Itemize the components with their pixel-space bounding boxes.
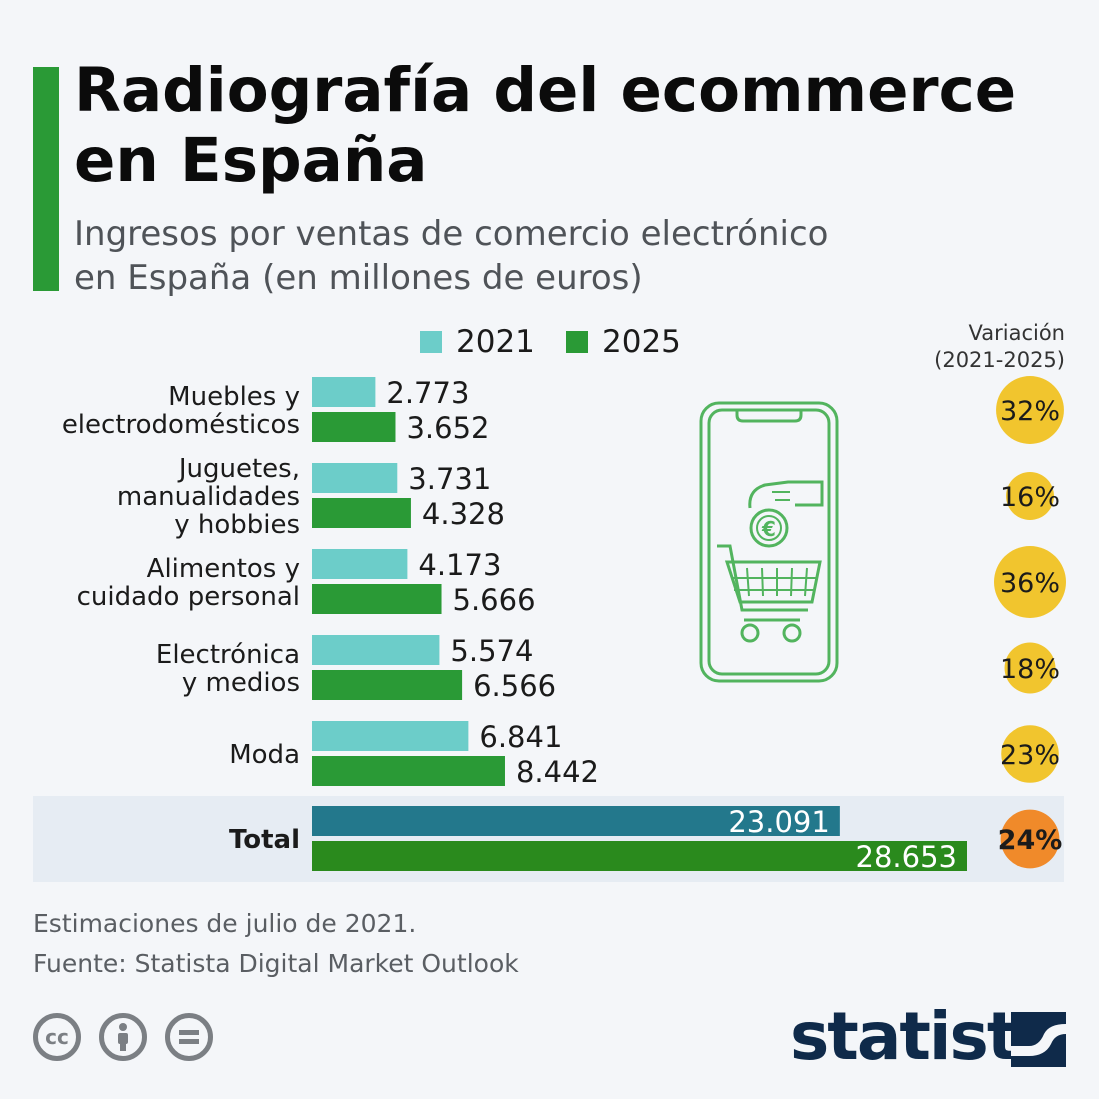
note-estimation: Estimaciones de julio de 2021.	[33, 909, 417, 938]
category-2-bar-2021	[312, 463, 398, 493]
category-1-variation-bubble	[996, 376, 1064, 444]
total-bar-2021	[312, 806, 840, 836]
category-5-bar-2025	[312, 756, 505, 786]
chart-subtitle: Ingresos por ventas de comercio electrón…	[74, 214, 829, 298]
category-5-label-line: Moda	[229, 740, 300, 770]
chart-title: Radiografía del ecommerce en España	[74, 55, 1017, 196]
equals-icon[interactable]	[165, 1013, 213, 1061]
equals-glyph	[179, 1030, 199, 1044]
category-2-variation-label: 16%	[1000, 482, 1060, 513]
legend-item-2025: 2025	[566, 322, 681, 362]
category-5-value-2021: 6.841	[479, 720, 562, 754]
category-2-label-line: manualidades	[117, 482, 300, 512]
category-3-value-2021: 4.173	[418, 548, 501, 582]
accent-bar	[33, 67, 59, 291]
total-value-2021: 23.091	[728, 805, 829, 839]
person-icon[interactable]	[99, 1013, 147, 1061]
category-1-label-line: Muebles y	[168, 382, 300, 412]
category-4-bar-2025	[312, 670, 463, 700]
category-1-label: Muebles y electrodomésticos	[62, 382, 300, 440]
category-3-bar-2025	[312, 584, 442, 614]
total-variation-label: 24%	[998, 825, 1063, 856]
category-4-value-2021: 5.574	[450, 634, 533, 668]
note-source: Fuente: Statista Digital Market Outlook	[33, 949, 519, 978]
total-value-2025: 28.653	[856, 840, 957, 874]
category-1-bar-2025	[312, 412, 396, 442]
category-2-variation-bubble	[1006, 472, 1054, 520]
variation-header: Variación (2021-2025)	[905, 320, 1065, 374]
total-label: Total	[229, 825, 300, 855]
category-1-bar-2021	[312, 377, 376, 407]
category-5-variation-bubble	[1001, 725, 1059, 783]
category-2-value-2025: 4.328	[422, 497, 505, 531]
phone-cart-icon: €	[699, 401, 839, 683]
category-4-value-2025: 6.566	[473, 669, 556, 703]
category-2-label-line: y hobbies	[174, 510, 300, 540]
category-1-variation-label: 32%	[1000, 396, 1060, 427]
category-1-label-line: electrodomésticos	[62, 410, 300, 440]
category-5-bar-2021	[312, 721, 469, 751]
legend-item-2021: 2021	[420, 322, 535, 362]
category-2-label: Juguetes, manualidades y hobbies	[117, 454, 300, 540]
category-1-value-2021: 2.773	[386, 376, 469, 410]
total-variation-bubble	[1000, 809, 1060, 869]
total-label-line: Total	[229, 825, 300, 855]
category-2-value-2021: 3.731	[408, 462, 491, 496]
category-3-label-line: cuidado personal	[77, 582, 300, 612]
category-5-value-2025: 8.442	[516, 755, 599, 789]
category-3-variation-label: 36%	[1000, 568, 1060, 599]
legend-label-2021: 2021	[456, 324, 535, 360]
category-3-label-line: Alimentos y	[147, 554, 300, 584]
cc-icon[interactable]: cc	[33, 1013, 81, 1061]
category-5-variation-label: 23%	[1000, 740, 1060, 771]
variation-header-line2: (2021-2025)	[934, 348, 1065, 372]
legend-label-2025: 2025	[602, 324, 681, 360]
notes: Estimaciones de julio de 2021. Fuente: S…	[33, 904, 519, 984]
category-3-variation-bubble	[994, 546, 1066, 618]
category-4-label: Electrónica y medios	[156, 640, 300, 698]
category-1-value-2025: 3.652	[406, 411, 489, 445]
statista-logo-icon[interactable]	[1011, 1012, 1066, 1067]
category-4-bar-2021	[312, 635, 440, 665]
category-2-label-line: Juguetes,	[177, 454, 300, 484]
person-glyph	[118, 1023, 128, 1051]
category-4-variation-label: 18%	[1000, 654, 1060, 685]
svg-text:€: €	[761, 517, 776, 541]
legend-swatch-2025	[566, 331, 588, 353]
total-bar-2025	[312, 841, 967, 871]
category-2-bar-2025	[312, 498, 411, 528]
category-3-label: Alimentos y cuidado personal	[77, 554, 300, 612]
category-4-label-line: Electrónica	[156, 640, 300, 670]
category-4-label-line: y medios	[182, 668, 300, 698]
category-5-label: Moda	[229, 740, 300, 770]
category-3-value-2025: 5.666	[453, 583, 536, 617]
variation-header-line1: Variación	[968, 321, 1065, 345]
legend-swatch-2021	[420, 331, 442, 353]
category-4-variation-bubble	[1004, 642, 1056, 694]
category-3-bar-2021	[312, 549, 408, 579]
